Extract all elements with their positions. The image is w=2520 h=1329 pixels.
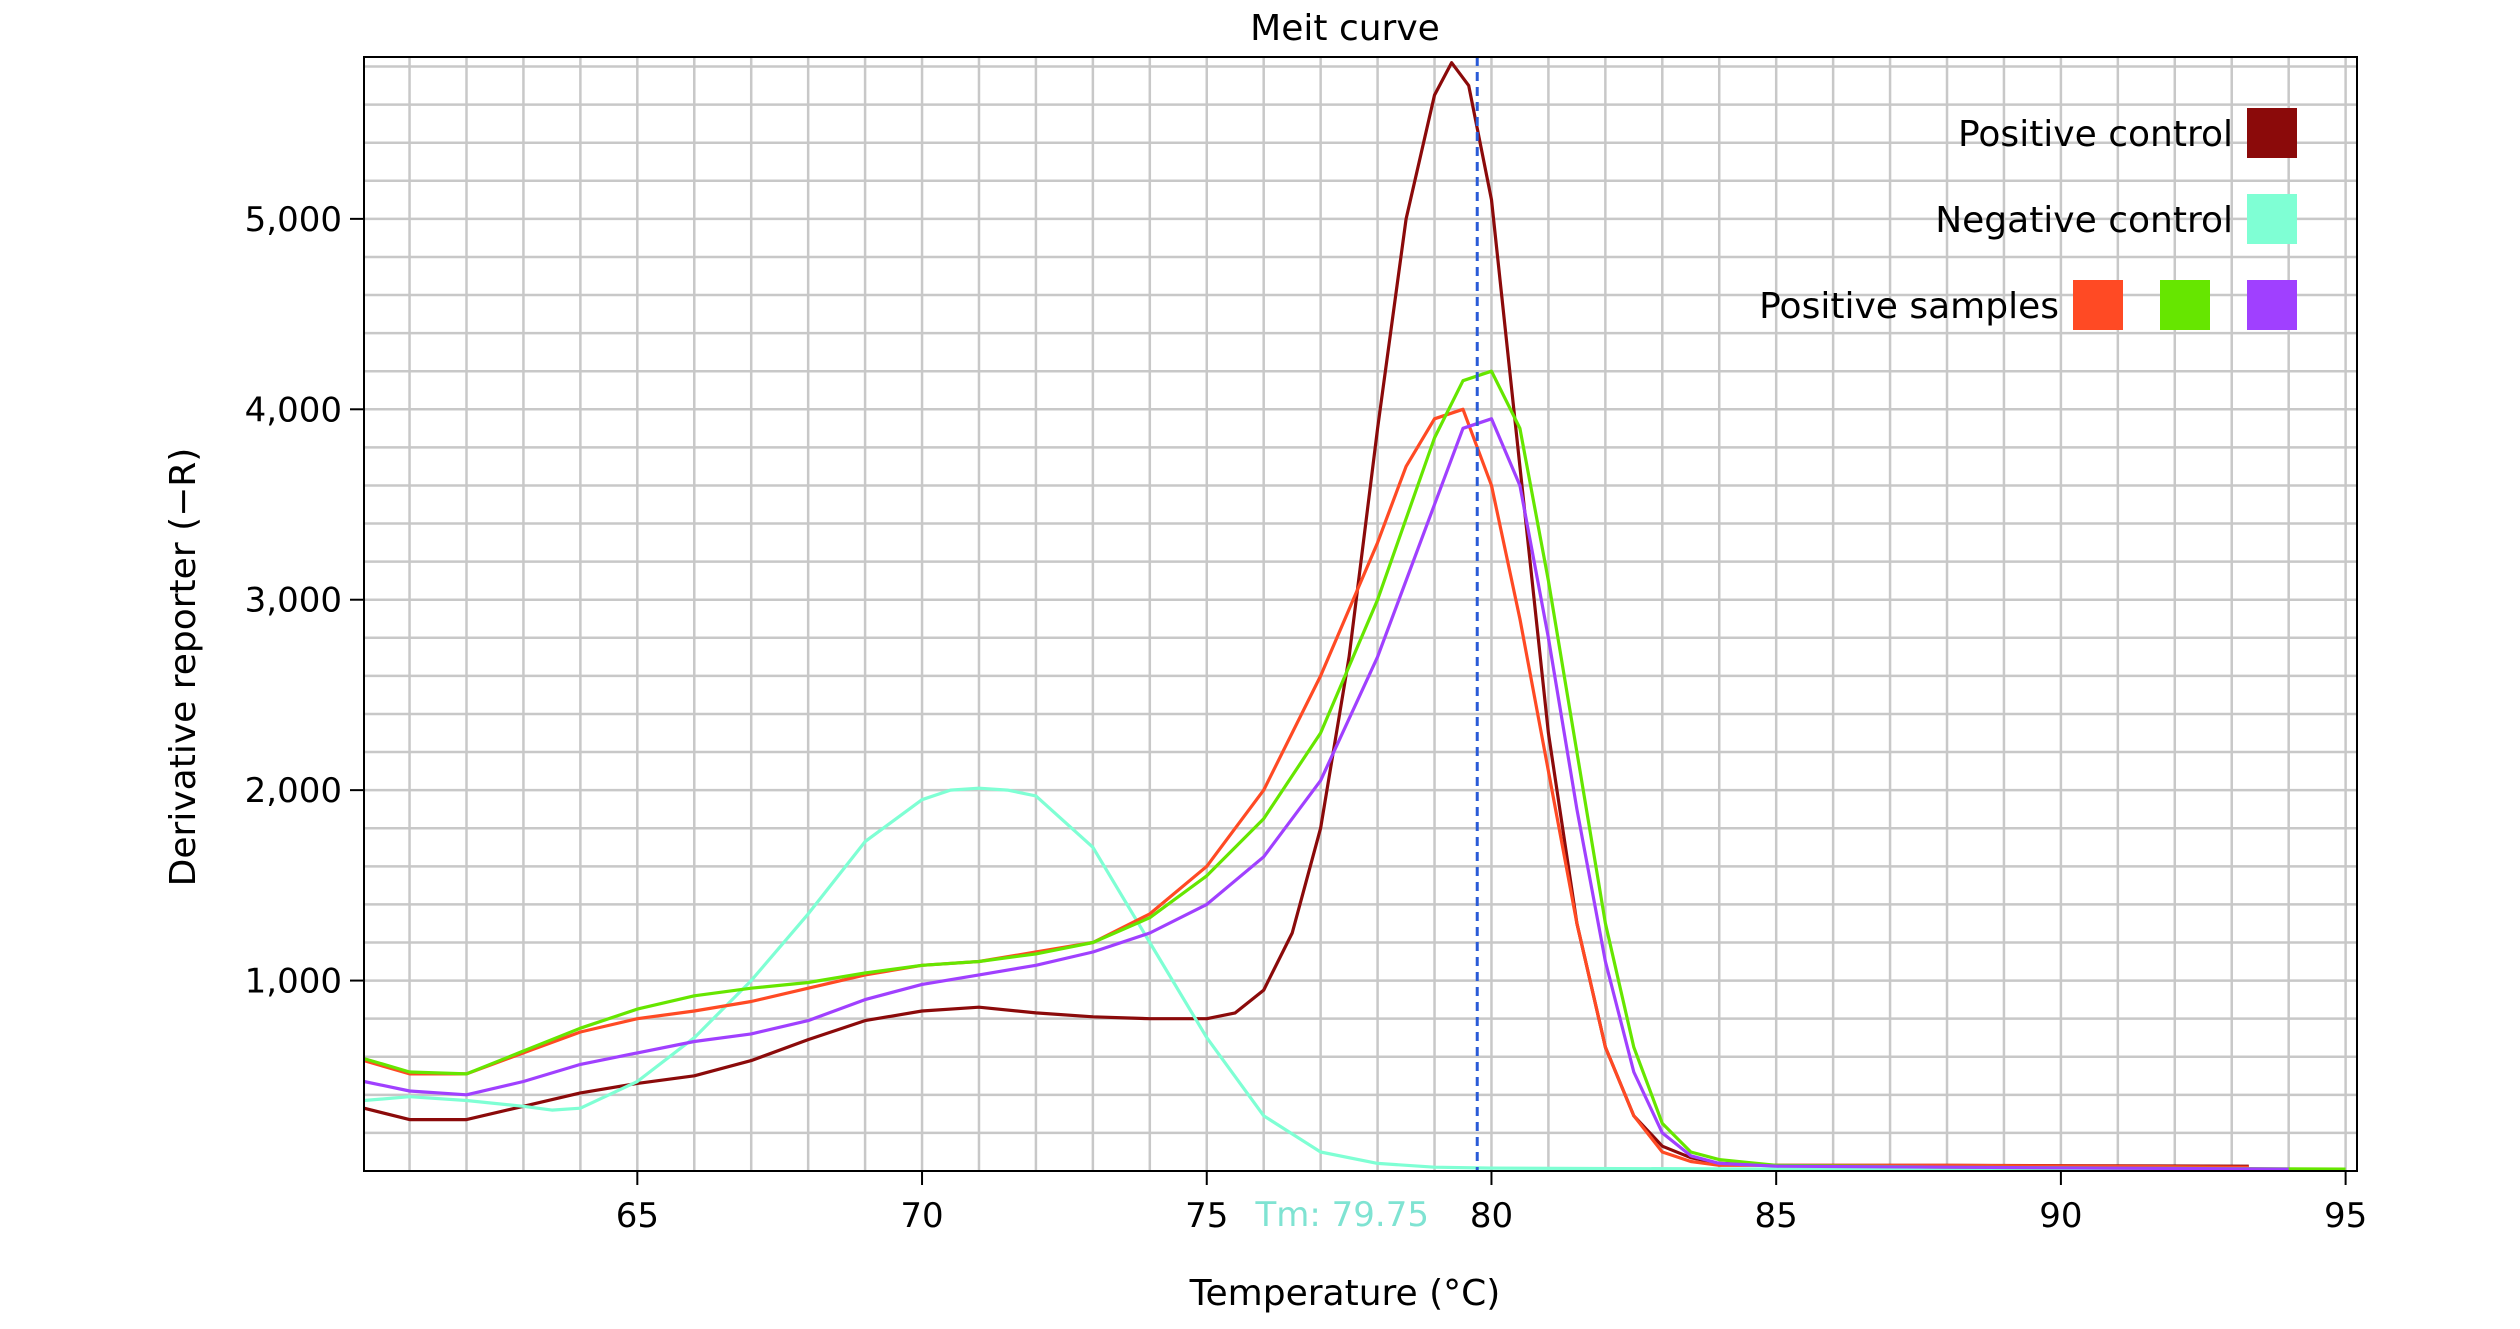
x-axis: 65 70 75 80 85 90 95	[616, 1171, 2367, 1236]
x-axis-title: Temperature (°C)	[1189, 1273, 1501, 1314]
legend-swatch	[2247, 280, 2297, 330]
x-tick-label: 85	[1755, 1196, 1798, 1236]
x-tick-label: 90	[2039, 1196, 2082, 1236]
legend-label: Negative control	[1935, 200, 2233, 241]
legend: Positive control Negative control Positive…	[1759, 108, 2297, 330]
y-tick-label: 5,000	[245, 200, 342, 240]
legend-label: Positive samples	[1759, 286, 2059, 327]
x-tick-label: 95	[2324, 1196, 2367, 1236]
series-line-3	[363, 407, 2249, 1169]
y-tick-label: 2,000	[245, 771, 342, 811]
legend-swatch	[2073, 280, 2123, 330]
tm-label: Tm: 79.75	[1254, 1195, 1429, 1235]
legend-label: Positive control	[1958, 114, 2233, 155]
series-layer	[363, 61, 2346, 1171]
y-axis: 1,000 2,000 3,000 4,000 5,000	[245, 200, 364, 1002]
legend-swatch	[2160, 280, 2210, 330]
series-line-2	[363, 786, 2346, 1171]
x-tick-label: 65	[616, 1196, 659, 1236]
y-axis-title: Derivative reporter (−R)	[163, 448, 204, 887]
y-tick-label: 3,000	[245, 581, 342, 621]
legend-swatch	[2247, 108, 2297, 158]
x-tick-label: 70	[900, 1196, 943, 1236]
x-tick-label: 80	[1470, 1196, 1513, 1236]
legend-swatch	[2247, 194, 2297, 244]
y-tick-label: 4,000	[245, 390, 342, 430]
y-tick-label: 1,000	[245, 962, 342, 1002]
plot-frame	[363, 56, 2358, 1172]
chart-title: Meit curve	[1250, 8, 1440, 49]
series-line-5	[363, 417, 2289, 1171]
series-line-4	[363, 369, 2346, 1171]
x-tick-label: 75	[1185, 1196, 1228, 1236]
